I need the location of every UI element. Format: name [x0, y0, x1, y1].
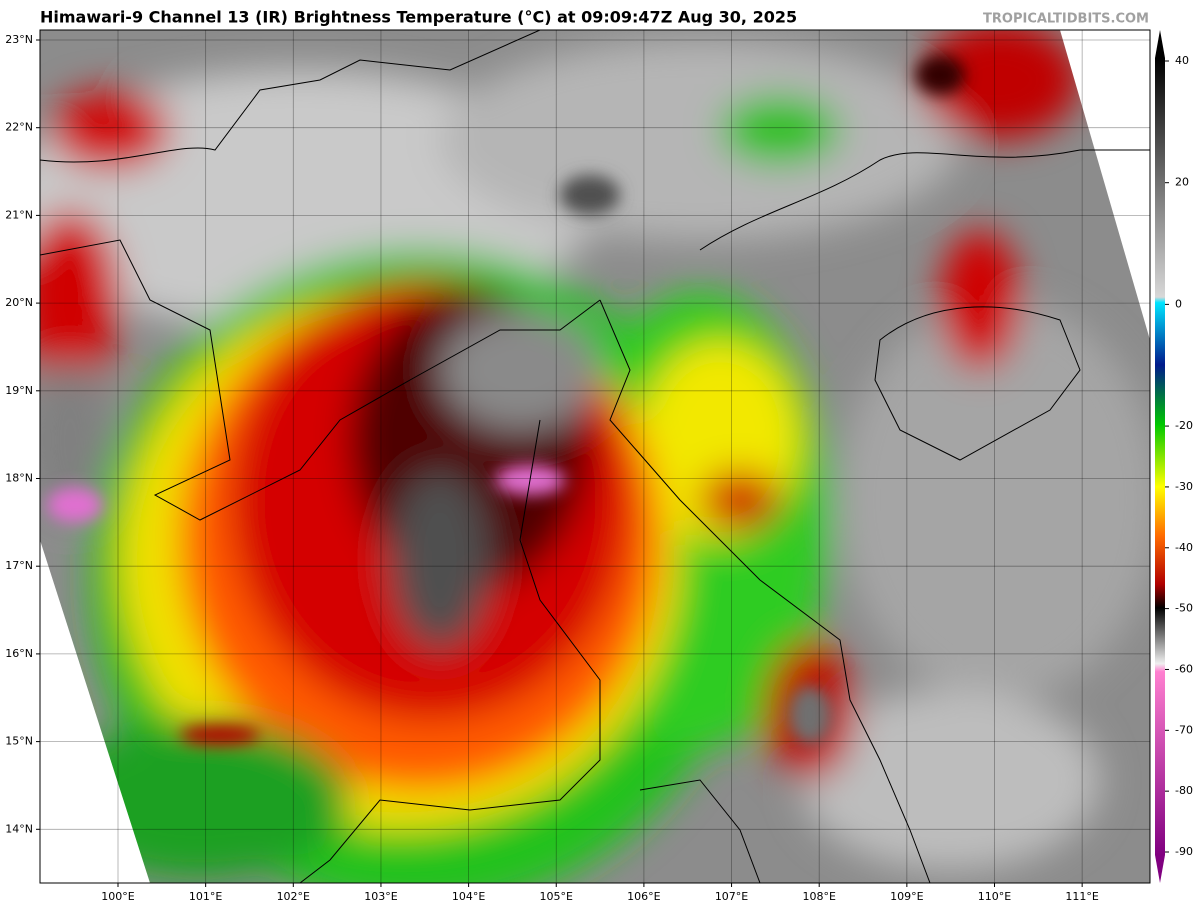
map-frame [39, 29, 1151, 884]
lon-label: 105°E [540, 890, 573, 903]
colorbar-tick-label: -30 [1175, 480, 1193, 493]
lon-label: 103°E [364, 890, 397, 903]
lat-label: 19°N [5, 384, 33, 397]
lon-label: 101°E [189, 890, 222, 903]
lat-label: 22°N [5, 121, 33, 134]
colorbar-tick-label: -20 [1175, 419, 1193, 432]
lat-label: 17°N [5, 559, 33, 572]
lon-label: 100°E [101, 890, 134, 903]
watermark: TROPICALTIDBITS.COM [983, 12, 1149, 27]
lat-label: 15°N [5, 735, 33, 748]
colorbar-tick-label: 0 [1175, 297, 1182, 310]
lat-label: 18°N [5, 472, 33, 485]
lat-label: 16°N [5, 647, 33, 660]
lon-label: 108°E [802, 890, 835, 903]
graticule: 23°N 22°N 21°N 20°N 19°N 18°N 17°N 16°N 15°N 14°N… [5, 30, 1150, 903]
colorbar-tick-label: 20 [1175, 176, 1189, 189]
lat-label: 23°N [5, 33, 33, 46]
lat-label: 21°N [5, 208, 33, 221]
colorbar [1155, 30, 1165, 883]
lon-label: 107°E [715, 890, 748, 903]
satellite-image [40, 30, 1150, 883]
lat-label: 14°N [5, 822, 33, 835]
title: Himawari-9 Channel 13 (IR) Brightness Te… [40, 8, 797, 27]
colorbar-ticks: 40 20 0 -20 -30 -40 -50 -60 -70 -80 -90 [1165, 54, 1193, 858]
colorbar-tick-label: -60 [1175, 662, 1193, 675]
colorbar-tick-label: -80 [1175, 784, 1193, 797]
lon-label: 102°E [277, 890, 310, 903]
colorbar-tick-label: -50 [1175, 602, 1193, 615]
lon-label: 110°E [978, 890, 1011, 903]
colorbar-tick-label: -40 [1175, 541, 1193, 554]
lon-label: 104°E [452, 890, 485, 903]
colorbar-tick-label: -70 [1175, 723, 1193, 736]
lon-label: 111°E [1065, 890, 1098, 903]
lat-label: 20°N [5, 296, 33, 309]
colorbar-tick-label: -90 [1175, 845, 1193, 858]
lon-label: 106°E [627, 890, 660, 903]
colorbar-tick-label: 40 [1175, 54, 1189, 67]
lon-label: 109°E [890, 890, 923, 903]
